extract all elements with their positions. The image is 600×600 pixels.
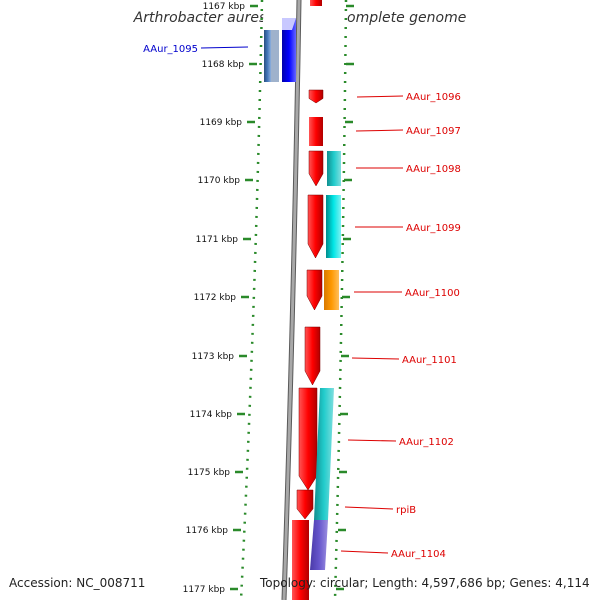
- accession-text: Accession: NC_008711: [9, 576, 146, 590]
- gene-label-leader: [356, 95, 404, 98]
- tick-label: 1171 kbp: [196, 235, 239, 245]
- label-layer: AAur_1095 AAur_1096 AAur_1097 AAur_1098 AAur…: [143, 44, 461, 560]
- gene-label[interactable]: AAur_1099: [406, 223, 461, 234]
- gene-label-leader: [347, 439, 397, 442]
- annotation-aaur-1098: [327, 151, 341, 186]
- tick-label: 1174 kbp: [190, 410, 233, 420]
- gene-arrow-rpib: [296, 489, 314, 520]
- gene-arrow-aaur-1096: [308, 89, 324, 104]
- gene-label[interactable]: AAur_1102: [399, 437, 454, 448]
- tick-label: 1177 kbp: [183, 585, 226, 595]
- gene-label-leader: [355, 129, 404, 132]
- tick-label: 1176 kbp: [186, 526, 229, 536]
- tick-label: 1170 kbp: [198, 176, 241, 186]
- tick-label: 1169 kbp: [200, 118, 243, 128]
- gene-label-leader: [351, 357, 400, 360]
- backbone-band-left: [236, 0, 307, 600]
- annotation-aaur-1104: [310, 520, 328, 570]
- gene-label[interactable]: AAur_1097: [406, 126, 461, 137]
- gene-label-leader: [344, 506, 394, 510]
- gene-arrow-partial: [310, 0, 322, 6]
- gene-block-aaur-1095: [282, 18, 296, 82]
- tick-label: 1168 kbp: [202, 60, 245, 70]
- gene-label[interactable]: AAur_1095: [143, 44, 198, 55]
- gene-label[interactable]: rpiB: [396, 505, 416, 516]
- gene-block-aaur-1095: [271, 30, 279, 82]
- genome-ruler: [282, 0, 301, 600]
- gene-block-aaur-1095: [264, 30, 271, 82]
- gene-arrow-aaur-1102: [298, 387, 318, 491]
- gene-arrow-aaur-1098: [308, 150, 324, 187]
- gene-arrow-aaur-1099: [307, 194, 324, 259]
- tick-label: 1167 kbp: [203, 2, 246, 12]
- tick-layer: 1167 kbp 1168 kbp 1169 kbp 1170 kbp 1171 kbp…: [183, 2, 354, 595]
- gene-arrow-aaur-1100: [306, 269, 323, 311]
- gene-label[interactable]: AAur_1104: [391, 549, 446, 560]
- gene-label[interactable]: AAur_1096: [406, 92, 461, 103]
- tick-label: 1173 kbp: [192, 352, 235, 362]
- gene-arrow-aaur-1097: [309, 117, 323, 146]
- gene-label-leader: [200, 46, 249, 49]
- gene-arrow-aaur-1101: [304, 326, 321, 386]
- gene-block-aaur-1095: [282, 18, 296, 30]
- gene-label[interactable]: AAur_1101: [402, 355, 457, 366]
- tick-label: 1172 kbp: [194, 293, 237, 303]
- gene-label[interactable]: AAur_1098: [406, 164, 461, 175]
- annotation-aaur-1099: [326, 195, 341, 258]
- topology-text: Topology: circular; Length: 4,597,686 bp…: [260, 576, 590, 590]
- annotation-aaur-1100: [324, 270, 339, 310]
- tick-label: 1175 kbp: [188, 468, 231, 478]
- gene-label-leader: [340, 550, 389, 554]
- gene-label[interactable]: AAur_1100: [405, 288, 460, 299]
- annotation-aaur-1102: [314, 388, 334, 520]
- feature-layer: [264, 0, 341, 600]
- gene-arrow-aaur-1104: [292, 520, 309, 600]
